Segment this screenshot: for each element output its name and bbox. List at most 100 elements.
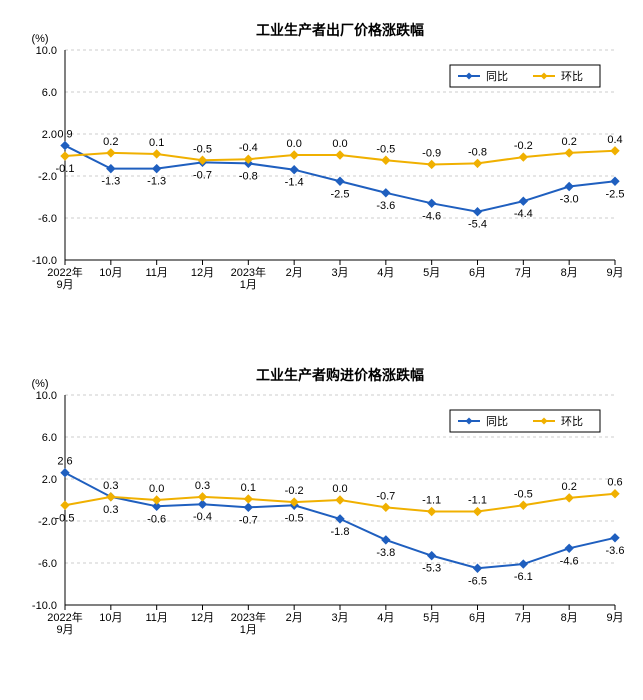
y-unit: (%) — [31, 33, 48, 45]
x-tick-label: 2023年 — [231, 610, 266, 624]
y-tick-label: 2.0 — [42, 474, 57, 486]
value-label: -4.6 — [422, 210, 441, 222]
value-label: -3.8 — [376, 547, 395, 559]
x-tick-label: 2月 — [286, 612, 303, 624]
value-label: 0.6 — [607, 477, 622, 489]
value-label: -2.5 — [606, 188, 625, 200]
value-label: -5.3 — [422, 563, 441, 575]
value-label: -0.7 — [239, 514, 258, 526]
value-label: -6.5 — [468, 575, 487, 587]
value-label: -0.2 — [514, 140, 533, 152]
value-label: 0.1 — [149, 137, 164, 149]
value-label: 0.0 — [332, 138, 347, 150]
ppi-output-chart: 工业生产者出厂价格涨跌幅 (%) -10.0 -6.0 -2.0 2.0 6.0 10.0 20… — [10, 10, 633, 315]
x-tick-label: 9月 — [56, 279, 73, 291]
y-tick-label: -6.0 — [38, 213, 57, 225]
y-unit: (%) — [31, 378, 48, 390]
value-label: -0.5 — [193, 143, 212, 155]
value-label: 0.3 — [103, 480, 118, 492]
x-tick-label: 2022年 — [47, 610, 82, 624]
value-label: 0.0 — [149, 483, 164, 495]
x-tick-label: 3月 — [331, 612, 348, 624]
legend-label: 环比 — [561, 415, 583, 428]
value-label: 2.6 — [57, 456, 72, 468]
legend-label: 同比 — [486, 415, 508, 428]
value-label: 0.2 — [562, 136, 577, 148]
x-tick-label: 11月 — [145, 267, 167, 279]
x-tick-label: 8月 — [561, 267, 578, 279]
x-tick-label: 2月 — [286, 267, 303, 279]
value-label: -1.1 — [468, 495, 487, 507]
value-label: -3.6 — [606, 545, 625, 557]
value-label: -0.8 — [239, 170, 258, 182]
x-tick-label: 1月 — [240, 279, 257, 291]
value-label: -4.4 — [514, 208, 533, 220]
chart-title: 工业生产者出厂价格涨跌幅 — [256, 22, 424, 38]
x-tick-label: 6月 — [469, 612, 486, 624]
y-tick-label: 6.0 — [42, 87, 57, 99]
y-tick-label: -10.0 — [32, 600, 57, 612]
x-tick-label: 12月 — [191, 267, 214, 279]
value-label: -4.6 — [560, 555, 579, 567]
x-tick-label: 10月 — [99, 612, 122, 624]
x-tick-label: 6月 — [469, 267, 486, 279]
value-label: 0.1 — [241, 482, 256, 494]
value-label: 0.9 — [57, 129, 72, 141]
legend-label: 同比 — [486, 70, 508, 83]
y-tick-label: 2.0 — [42, 129, 57, 141]
x-tick-label: 10月 — [99, 267, 122, 279]
value-label: -0.5 — [376, 143, 395, 155]
x-tick-label: 1月 — [240, 624, 257, 636]
x-tick-label: 5月 — [423, 267, 440, 279]
value-label: -1.3 — [147, 176, 166, 188]
x-tick-label: 9月 — [606, 267, 623, 279]
value-label: -1.8 — [331, 526, 350, 538]
value-label: -1.3 — [101, 176, 120, 188]
value-label: -0.5 — [285, 512, 304, 524]
value-label: 0.0 — [287, 138, 302, 150]
y-tick-label: -2.0 — [38, 171, 57, 183]
x-tick-label: 7月 — [515, 612, 532, 624]
value-label: -0.6 — [147, 513, 166, 525]
value-label: 0.2 — [103, 136, 118, 148]
value-label: -2.5 — [331, 188, 350, 200]
value-label: 0.0 — [332, 483, 347, 495]
value-label: -0.2 — [285, 485, 304, 497]
value-label: -1.4 — [285, 177, 304, 189]
y-tick-label: -6.0 — [38, 558, 57, 570]
value-label: -0.5 — [514, 488, 533, 500]
value-label: -1.1 — [422, 495, 441, 507]
x-tick-label: 2023年 — [231, 265, 266, 279]
x-tick-label: 7月 — [515, 267, 532, 279]
x-tick-label: 4月 — [377, 267, 394, 279]
value-label: -0.9 — [422, 147, 441, 159]
value-label: -0.7 — [193, 169, 212, 181]
y-tick-label: 10.0 — [36, 45, 57, 57]
x-tick-label: 4月 — [377, 612, 394, 624]
ppi-input-chart: 工业生产者购进价格涨跌幅 (%) -10.0 -6.0 -2.0 2.0 6.0 10.0 20… — [10, 355, 633, 660]
x-tick-label: 3月 — [331, 267, 348, 279]
x-tick-label: 8月 — [561, 612, 578, 624]
value-label: -0.8 — [468, 146, 487, 158]
value-label: 0.2 — [562, 481, 577, 493]
x-tick-label: 5月 — [423, 612, 440, 624]
value-label: 0.4 — [607, 134, 622, 146]
y-tick-label: -10.0 — [32, 255, 57, 267]
x-tick-label: 9月 — [606, 612, 623, 624]
value-label: -3.6 — [376, 200, 395, 212]
y-tick-label: -2.0 — [38, 516, 57, 528]
value-label: 0.3 — [195, 480, 210, 492]
chart-title: 工业生产者购进价格涨跌幅 — [256, 367, 424, 383]
y-tick-label: 10.0 — [36, 390, 57, 402]
x-tick-label: 9月 — [56, 624, 73, 636]
value-label: -0.5 — [56, 512, 75, 524]
y-tick-label: 6.0 — [42, 432, 57, 444]
value-label: -0.1 — [56, 163, 75, 175]
value-label: 0.3 — [103, 504, 118, 516]
x-tick-label: 2022年 — [47, 265, 82, 279]
x-tick-label: 11月 — [145, 612, 167, 624]
chart-container: 工业生产者出厂价格涨跌幅 (%) -10.0 -6.0 -2.0 2.0 6.0 10.0 20… — [0, 0, 643, 660]
value-label: -0.7 — [376, 490, 395, 502]
value-label: -0.4 — [193, 511, 212, 523]
value-label: -3.0 — [560, 194, 579, 206]
